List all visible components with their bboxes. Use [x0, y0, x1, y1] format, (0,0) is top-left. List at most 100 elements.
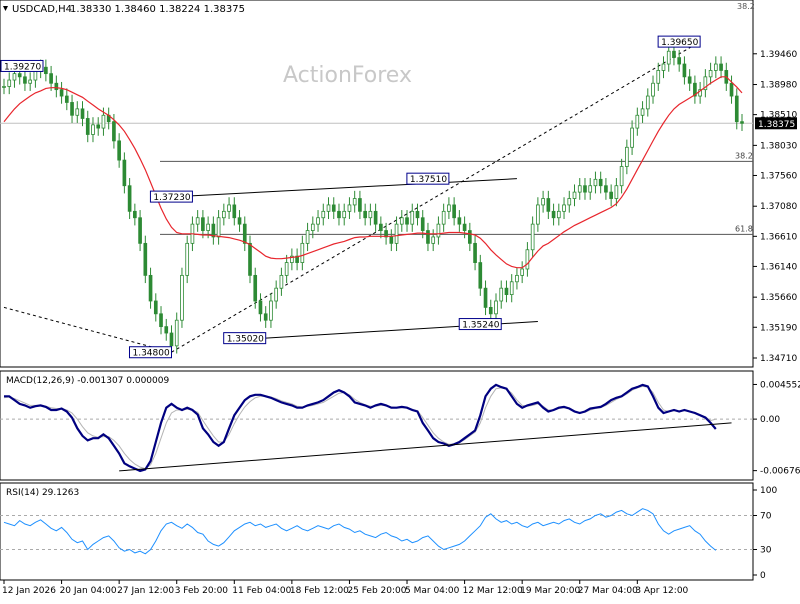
watermark: ActionForex — [283, 63, 412, 88]
rsi-title: RSI(14) 29.1263 — [6, 488, 79, 498]
label-1.37510-text: 1.37510 — [410, 175, 447, 185]
candle-body — [399, 217, 404, 225]
candle-body — [363, 210, 367, 219]
candle-body — [640, 108, 645, 116]
time-tick-label: 12 Mar 12:00 — [463, 586, 523, 596]
candle-body — [237, 217, 242, 225]
candle-body — [347, 204, 352, 212]
candle-body — [242, 223, 247, 244]
price-tick-label: 1.35190 — [760, 323, 797, 333]
candle-body — [44, 66, 48, 75]
trend-lines — [3, 41, 701, 353]
rsi-line — [3, 508, 717, 555]
candle-body — [59, 89, 64, 97]
candle-body — [614, 185, 619, 199]
candle-body — [138, 217, 142, 244]
candle-body — [714, 63, 718, 71]
candle-body — [645, 95, 650, 110]
moving-average-line — [3, 76, 743, 269]
candle-body — [101, 114, 106, 129]
candle-body — [85, 118, 90, 135]
top-fib-label: 38.2 — [737, 2, 755, 11]
rsi-tick-label: 70 — [760, 512, 772, 522]
time-tick-label: 27 Mar 04:00 — [578, 586, 638, 596]
candle-body — [520, 268, 524, 276]
candle-body — [148, 274, 153, 302]
candle-body — [54, 82, 59, 91]
rsi-y-axis: 100 70 30 0 — [753, 486, 777, 581]
rsi-plot — [0, 508, 753, 555]
candle-body — [201, 217, 205, 231]
candle-body — [384, 230, 388, 238]
price-panel-frame — [0, 0, 754, 368]
candle-body — [368, 210, 373, 219]
label-1.37510-box — [406, 172, 450, 185]
candle-body — [441, 210, 446, 225]
rsi-panel-frame — [0, 482, 754, 581]
candle-body — [169, 332, 174, 347]
candle-body — [698, 89, 702, 97]
price-y-axis: 1.39460 1.38980 1.38510 1.38030 1.37560 1.370… — [737, 2, 797, 364]
price-tick-label: 1.37560 — [760, 171, 797, 181]
candle-body — [488, 307, 493, 315]
candle-body — [509, 281, 514, 295]
trend-line-upper-channel — [176, 178, 517, 198]
label-1.39270-box — [0, 59, 44, 72]
time-tick-label: 12 Jan 2026 — [2, 586, 56, 596]
candle-body — [536, 204, 540, 225]
candle-body — [316, 217, 320, 225]
candle-body — [693, 82, 697, 97]
price-labels: 1.39270 1.37230 1.34800 1.35020 1.37510 1.352… — [0, 35, 701, 359]
candle-body — [337, 210, 341, 219]
candle-body — [515, 274, 519, 283]
macd-title: MACD(12,26,9) -0.001307 0.000009 — [6, 376, 169, 386]
candle-body — [577, 185, 582, 193]
candle-body — [326, 204, 331, 212]
candle-body — [159, 313, 163, 328]
label-1.35240-text: 1.35240 — [462, 321, 499, 331]
candle-body — [719, 63, 723, 71]
time-tick-label: 20 Jan 04:00 — [60, 586, 117, 596]
candle-body — [619, 166, 624, 187]
candle-body — [185, 242, 190, 276]
candle-body — [588, 185, 593, 193]
candle-body — [457, 217, 462, 225]
candle-body — [426, 230, 430, 244]
candle-body — [180, 274, 184, 321]
time-tick-label: 3 Apr 12:00 — [635, 586, 688, 596]
candle-body — [504, 287, 509, 295]
candle-body — [740, 121, 744, 124]
trend-line-dotted-rise — [171, 41, 701, 353]
candle-body — [70, 102, 74, 116]
candle-body — [556, 210, 561, 219]
candle-body — [127, 185, 132, 212]
candle-body — [12, 73, 17, 81]
price-tick-label: 1.38510 — [760, 111, 797, 121]
macd-trend-line — [119, 422, 732, 472]
candle-body — [708, 70, 713, 78]
candle-body — [546, 198, 551, 212]
candle-body — [7, 79, 12, 87]
candle-body — [635, 114, 640, 129]
candle-body — [321, 210, 326, 219]
candle-body — [677, 57, 682, 65]
candle-body — [452, 204, 456, 219]
candle-body — [541, 198, 545, 206]
candle-body — [625, 146, 629, 167]
candle-body — [483, 287, 488, 308]
rsi-tick-label: 100 — [760, 486, 777, 496]
candle-body — [295, 255, 299, 263]
candle-body — [342, 210, 347, 219]
macd-tick-label: 0.004552 — [760, 380, 800, 390]
candle-body — [174, 319, 179, 347]
candle-body — [703, 76, 708, 91]
rsi-tick-label: 0 — [760, 571, 766, 581]
candle-body — [133, 210, 137, 219]
candle-body — [17, 73, 22, 78]
candle-body — [415, 210, 420, 219]
collapse-triangle-icon[interactable] — [3, 6, 8, 11]
candle-body — [405, 217, 409, 225]
candle-body — [305, 230, 310, 244]
candle-body — [96, 124, 101, 129]
candle-body — [525, 249, 530, 270]
